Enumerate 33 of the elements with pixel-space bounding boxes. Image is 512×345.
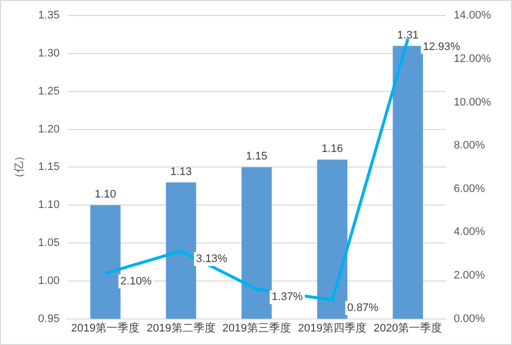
y-tick-label: 1.05 (38, 237, 60, 250)
y-tick-label: 1.35 (38, 10, 60, 22)
y2-tick-label: 12.00% (454, 52, 492, 65)
y-tick-label: 1.20 (38, 123, 60, 136)
y2-tick-label: 2.00% (454, 270, 486, 282)
y2-tick-label: 14.00% (454, 10, 492, 22)
data-label: 1.31 (397, 29, 419, 42)
y-tick-label: 1.15 (38, 161, 60, 174)
x-tick-label: 2019第一季度 (71, 321, 140, 334)
data-label: 2.10% (120, 275, 152, 288)
data-label: 1.16 (322, 143, 343, 156)
y-tick-label: 1.30 (38, 48, 60, 60)
y2-tick-label: 10.00% (454, 96, 492, 108)
y2-tick-label: 4.00% (454, 226, 486, 238)
y-tick-label: 1.10 (38, 199, 60, 212)
x-tick-label: 2019第三季度 (222, 321, 291, 334)
y-tick-label: 0.95 (38, 312, 60, 325)
data-label: 0.87% (347, 302, 379, 314)
data-label: 1.13 (170, 166, 192, 178)
data-label: 1.15 (246, 150, 268, 163)
y2-tick-label: 8.00% (454, 140, 486, 152)
x-tick-label: 2019第二季度 (146, 321, 216, 334)
y2-tick-label: 6.00% (454, 182, 486, 195)
y-tick-label: 1.00 (38, 274, 60, 287)
data-label: 12.93% (422, 40, 460, 53)
y-tick-label: 1.25 (38, 85, 60, 98)
x-tick-label: 2019第四季度 (298, 321, 367, 334)
y2-tick-label: 0.00% (454, 312, 486, 325)
y-axis-title: （亿） (14, 150, 26, 184)
x-tick-label: 2020第一季度 (374, 321, 442, 334)
data-label: 1.10 (94, 188, 116, 201)
data-label: 1.37% (272, 291, 304, 304)
data-label: 3.13% (196, 253, 228, 266)
